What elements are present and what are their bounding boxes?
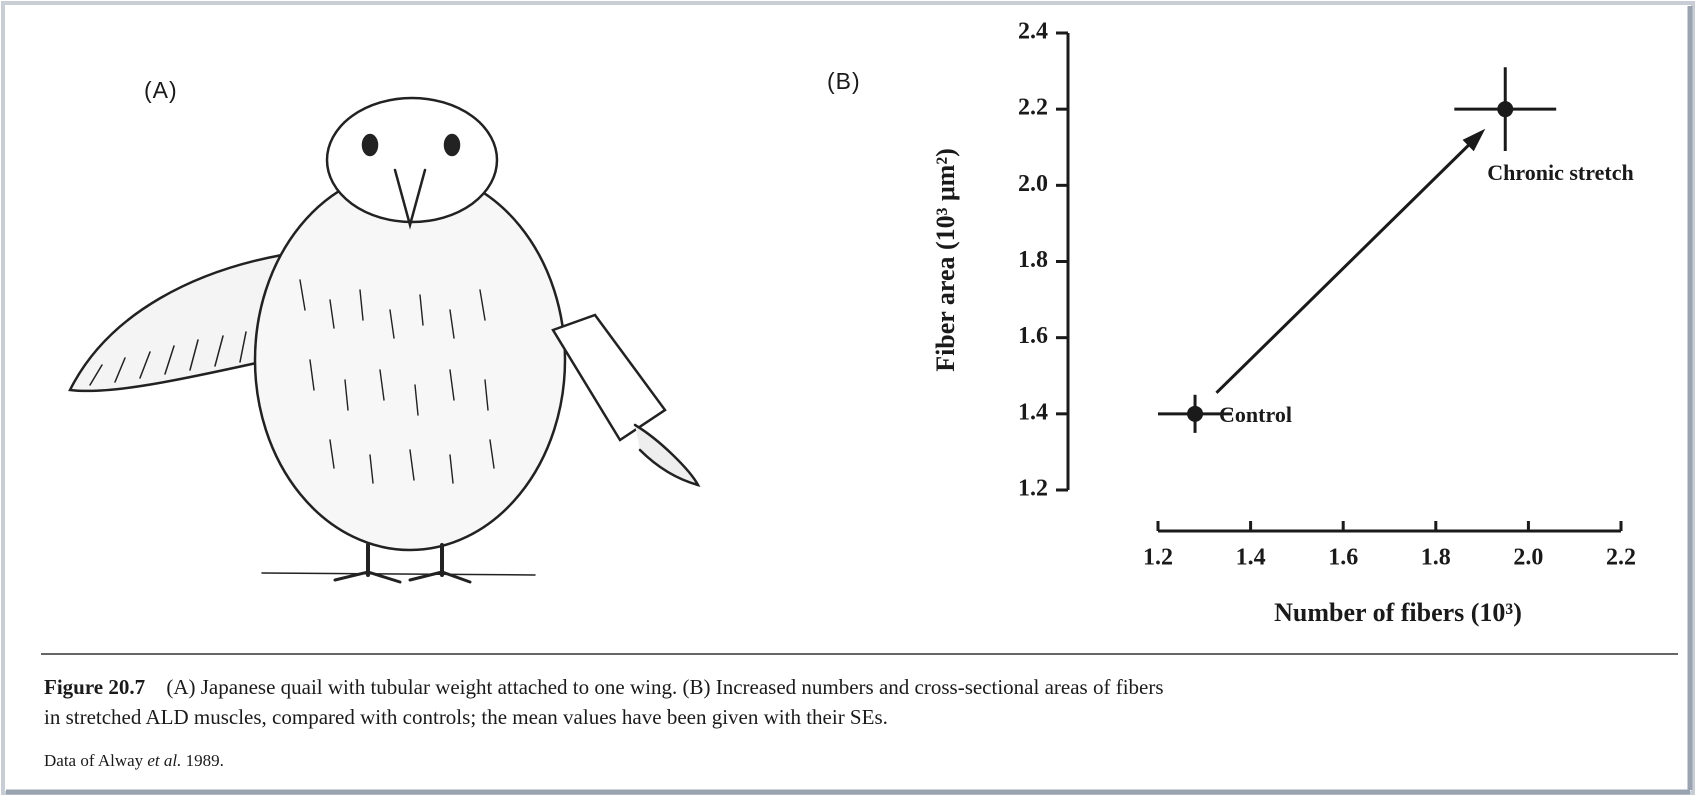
page: {"panel_a_label": "(A)", "caption": {"fi…: [0, 0, 1700, 800]
x-tick-label: 2.2: [1606, 545, 1636, 571]
y-tick-label: 1.2: [1018, 476, 1048, 502]
panel-label: (B): [827, 68, 861, 94]
x-axis-title: Number of fibers (10³): [1274, 598, 1522, 627]
x-tick-label: 1.4: [1236, 545, 1266, 571]
caption-line: Figure 20.7 (A) Japanese quail with tubu…: [44, 675, 1164, 699]
panel-label: (A): [144, 77, 178, 103]
x-tick-label: 1.8: [1421, 545, 1451, 571]
point-label: Control: [1219, 402, 1292, 427]
y-tick-label: 2.4: [1018, 19, 1048, 45]
data-point: [1187, 406, 1203, 422]
x-tick-label: 2.0: [1513, 545, 1543, 571]
caption-text: (A) Japanese quail with tubular weight a…: [166, 675, 1163, 699]
source-text: Data of Alway: [44, 751, 147, 770]
x-tick-label: 1.2: [1143, 545, 1173, 571]
point-label: Chronic stretch: [1487, 160, 1633, 185]
figure-label: Figure 20.7: [44, 675, 145, 699]
y-tick-label: 2.0: [1018, 171, 1048, 197]
y-tick-label: 1.8: [1018, 247, 1048, 273]
y-tick-label: 1.6: [1018, 323, 1048, 349]
caption-line: in stretched ALD muscles, compared with …: [44, 705, 888, 729]
source-note: Data of Alway et al. 1989.: [44, 751, 224, 770]
y-tick-label: 1.4: [1018, 399, 1048, 425]
figure: (A) (B) 1.2 1.4 1.6 1.8 2.0 2.2 2.4 1.2 1.4 1.6 1.…: [0, 0, 1700, 800]
data-point: [1497, 101, 1513, 117]
source-text: et al.: [147, 751, 181, 770]
source-text: 1989.: [181, 751, 224, 770]
y-axis-title: Fiber area (10³ μm²): [931, 148, 960, 372]
x-tick-label: 1.6: [1328, 545, 1358, 571]
y-tick-label: 2.2: [1018, 95, 1048, 121]
